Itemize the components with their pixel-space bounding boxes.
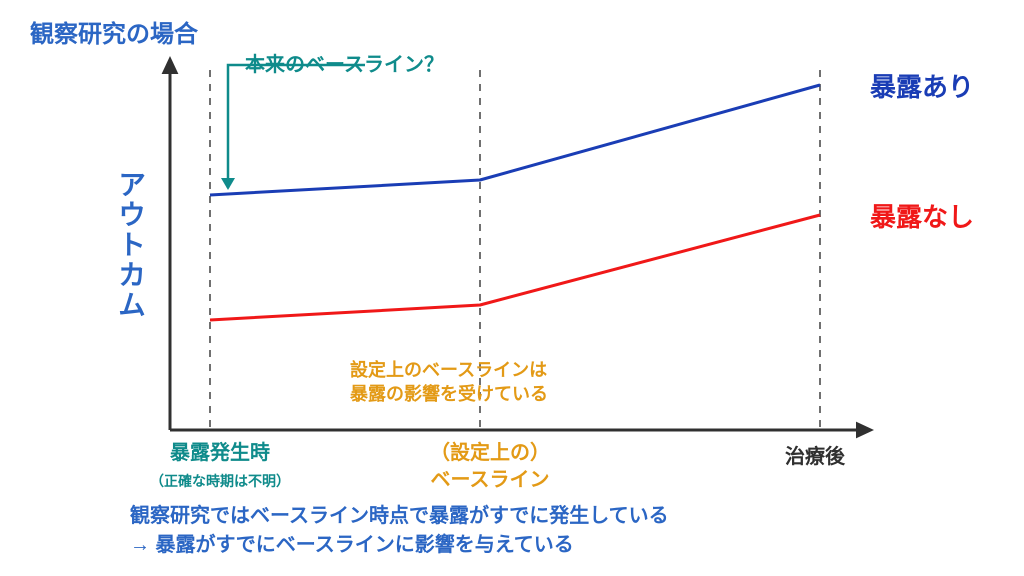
body-line-2: → 暴露がすでにベースラインに影響を与えている	[130, 534, 574, 556]
annotation-baseline-question: 本来のベースライン？	[245, 48, 444, 77]
series-label-exposed: 暴露あり	[870, 67, 974, 104]
caption-baseline-confounded: 設定上のベースラインは 暴露の影響を受けている	[350, 358, 650, 407]
caption-line-1: 設定上のベースラインは	[350, 360, 547, 380]
x-tick-exposure: 暴露発生時 （正確な時期は不明）	[125, 440, 315, 494]
x-tick-post: 治療後	[785, 440, 845, 469]
x-tick-baseline: （設定上の） ベースライン	[400, 440, 580, 494]
x-tick-baseline-1: （設定上の）	[430, 442, 550, 464]
body-text: 観察研究ではベースライン時点で暴露がすでに発生している → 暴露がすでにベースラ…	[130, 502, 669, 560]
series-label-unexposed: 暴露なし	[870, 197, 974, 234]
body-line-1: 観察研究ではベースライン時点で暴露がすでに発生している	[130, 505, 669, 527]
y-axis-label: アウトカム	[110, 170, 150, 320]
x-tick-exposure-sub: （正確な時期は不明）	[150, 473, 290, 489]
x-tick-baseline-2: ベースライン	[431, 469, 550, 491]
x-tick-exposure-label: 暴露発生時	[170, 442, 270, 464]
chart-root: 観察研究の場合 アウトカム 本来のベースライン？ 暴露あり 暴露なし 設定上のベ…	[0, 0, 1024, 576]
caption-line-2: 暴露の影響を受けている	[350, 384, 548, 404]
chart-title: 観察研究の場合	[30, 14, 198, 49]
